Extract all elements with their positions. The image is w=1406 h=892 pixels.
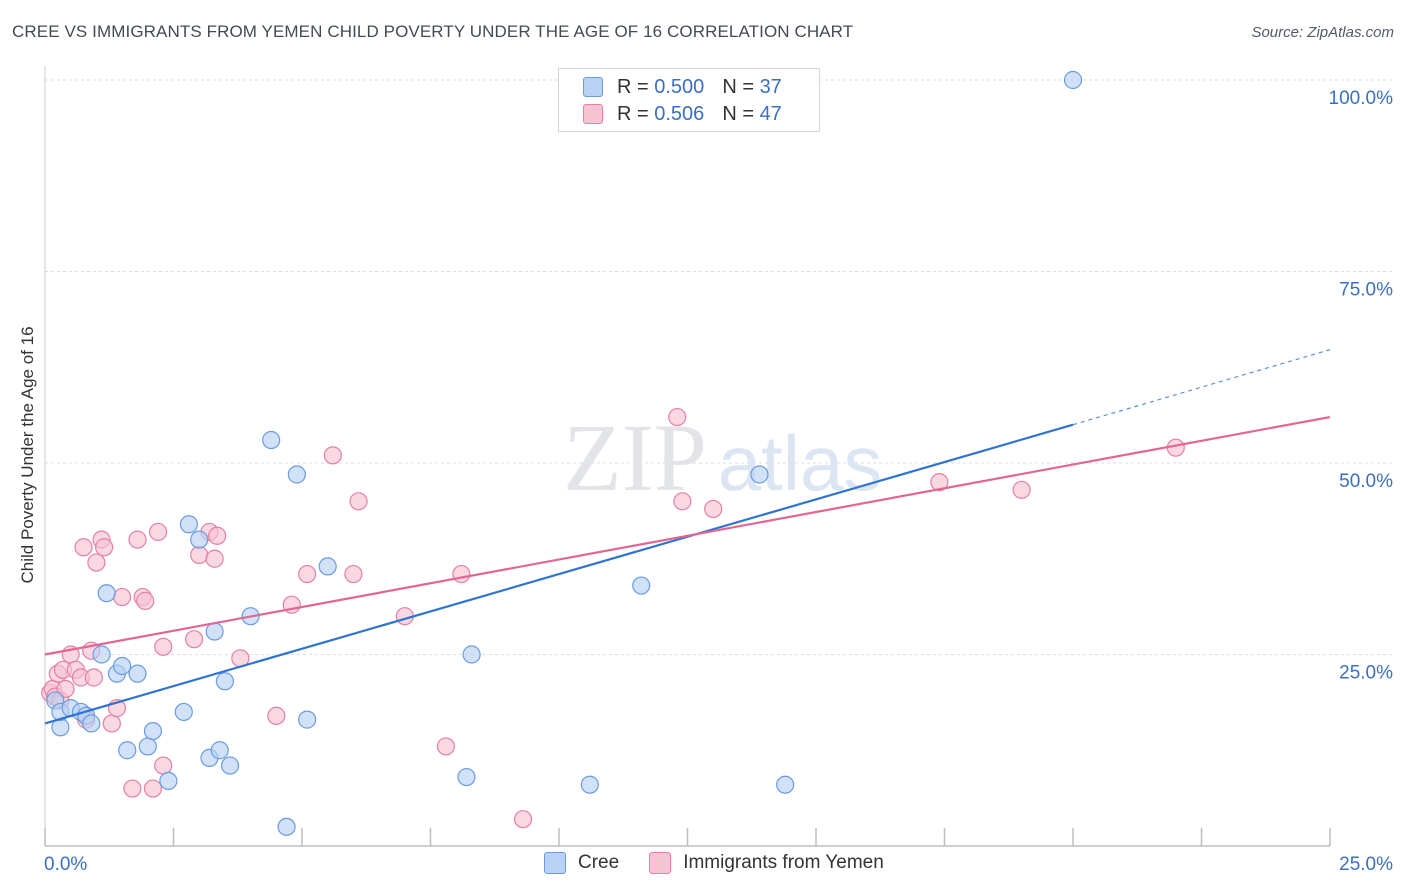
cree-point	[580, 775, 599, 794]
cree-trend-line	[44, 423, 1074, 725]
yemen-point	[704, 499, 723, 519]
yemen-point	[930, 473, 949, 492]
cree-point	[215, 672, 234, 691]
cree-point	[277, 817, 296, 836]
yemen-swatch	[649, 852, 672, 874]
legend-r-label: R =	[617, 75, 649, 98]
bottom-legend-cree[interactable]: Cree	[544, 852, 619, 874]
cree-point	[632, 576, 651, 595]
legend-r-value: 0.500	[654, 75, 705, 98]
cree-point	[112, 656, 132, 676]
yemen-point	[95, 538, 114, 557]
x-tick-labels: 0.0% 25.0%	[44, 854, 1393, 875]
yemen-point	[136, 591, 155, 610]
yemen-point	[143, 779, 163, 798]
yemen-point	[349, 492, 368, 511]
yemen-point	[344, 564, 363, 584]
yemen-point	[123, 779, 142, 798]
yemen-points	[41, 407, 1185, 829]
cree-point	[143, 721, 163, 741]
cree-points	[46, 70, 1083, 836]
legend: R = 0.500 N = 37 R = 0.506 N = 47	[558, 68, 820, 132]
yemen-point	[154, 637, 173, 656]
cree-point	[262, 430, 281, 450]
yemen-point	[184, 630, 204, 649]
yemen-point	[190, 545, 209, 565]
yemen-point	[673, 492, 692, 511]
yemen-point	[74, 538, 93, 557]
cree-point	[457, 767, 476, 787]
cree-point	[128, 664, 147, 683]
legend-r-label: R =	[617, 102, 649, 125]
legend-n-value: 37	[759, 75, 782, 98]
y-tick-label: 75.0%	[1339, 280, 1393, 301]
yemen-point	[205, 549, 224, 568]
yemen-point	[148, 522, 168, 542]
cree-point	[118, 741, 137, 760]
trend-lines	[44, 349, 1331, 725]
yemen-point	[668, 407, 687, 427]
yemen-point	[436, 737, 456, 756]
yemen-point	[323, 446, 342, 465]
cree-point	[159, 771, 178, 790]
legend-row-yemen: R = 0.506 N = 47	[583, 101, 782, 127]
cree-point	[1063, 70, 1083, 90]
y-tick-label: 100.0%	[1329, 88, 1394, 109]
cree-point	[298, 710, 317, 729]
cree-point	[174, 702, 193, 722]
cree-point	[318, 557, 337, 576]
y-tick-labels: 25.0% 50.0% 75.0% 100.0%	[1329, 88, 1394, 684]
legend-n-label: N =	[722, 102, 754, 125]
source-label: Source: ZipAtlas.com	[1251, 24, 1394, 41]
legend-n-value: 47	[759, 102, 782, 125]
yemen-swatch	[583, 104, 603, 124]
yemen-point	[87, 553, 106, 572]
yemen-point	[298, 564, 317, 584]
cree-point	[287, 465, 306, 484]
yemen-point	[84, 668, 103, 687]
cree-point	[462, 645, 481, 664]
yemen-point	[267, 706, 286, 725]
bottom-legend: Cree Immigrants from Yemen	[544, 852, 914, 874]
x-tick-label: 25.0%	[1339, 854, 1393, 875]
bottom-legend-cree-label: Cree	[578, 852, 620, 873]
bottom-legend-yemen-label: Immigrants from Yemen	[683, 852, 884, 873]
cree-point	[82, 714, 101, 733]
cree-point	[210, 741, 229, 760]
cree-point	[190, 530, 209, 549]
yemen-point	[128, 530, 147, 549]
cree-point	[179, 515, 199, 534]
gridlines	[45, 79, 1392, 655]
yemen-point	[154, 756, 173, 775]
x-tick-label: 0.0%	[44, 854, 87, 875]
cree-point	[750, 465, 769, 484]
legend-n-label: N =	[722, 75, 754, 98]
chart-title: CREE VS IMMIGRANTS FROM YEMEN CHILD POVE…	[12, 22, 854, 41]
cree-swatch	[583, 77, 603, 97]
legend-r-value: 0.506	[654, 102, 705, 125]
cree-point	[205, 622, 224, 641]
cree-point	[776, 775, 795, 794]
cree-trend-extension	[1072, 349, 1331, 426]
axes	[44, 66, 1331, 847]
yemen-point	[513, 810, 533, 829]
watermark-atlas: atlas	[718, 419, 883, 507]
cree-point	[92, 645, 111, 664]
yemen-point	[56, 679, 75, 699]
yemen-point	[102, 714, 121, 733]
yemen-point	[452, 564, 471, 584]
yemen-point	[1012, 480, 1031, 499]
cree-swatch	[544, 852, 566, 874]
cree-point	[138, 737, 157, 756]
bottom-legend-yemen[interactable]: Immigrants from Yemen	[649, 852, 884, 874]
yemen-point	[208, 526, 227, 545]
yemen-point	[112, 587, 132, 607]
cree-point	[97, 584, 116, 603]
y-tick-label: 25.0%	[1339, 663, 1393, 684]
y-tick-label: 50.0%	[1339, 471, 1393, 492]
legend-row-cree: R = 0.500 N = 37	[583, 74, 782, 100]
yemen-trend-line	[44, 415, 1331, 656]
cree-point	[220, 756, 240, 775]
